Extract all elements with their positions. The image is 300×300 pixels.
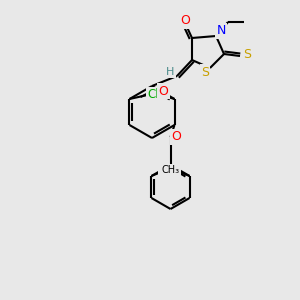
Text: CH₃: CH₃ [161,165,179,175]
Text: N: N [216,25,226,38]
Text: O: O [160,167,170,179]
Text: Cl: Cl [148,88,159,101]
Text: CH₃: CH₃ [161,165,180,175]
Text: S: S [201,65,209,79]
Text: O: O [180,14,190,28]
Text: H: H [166,67,174,77]
Text: S: S [243,49,251,62]
Text: O: O [172,130,182,143]
Text: O: O [159,85,169,98]
